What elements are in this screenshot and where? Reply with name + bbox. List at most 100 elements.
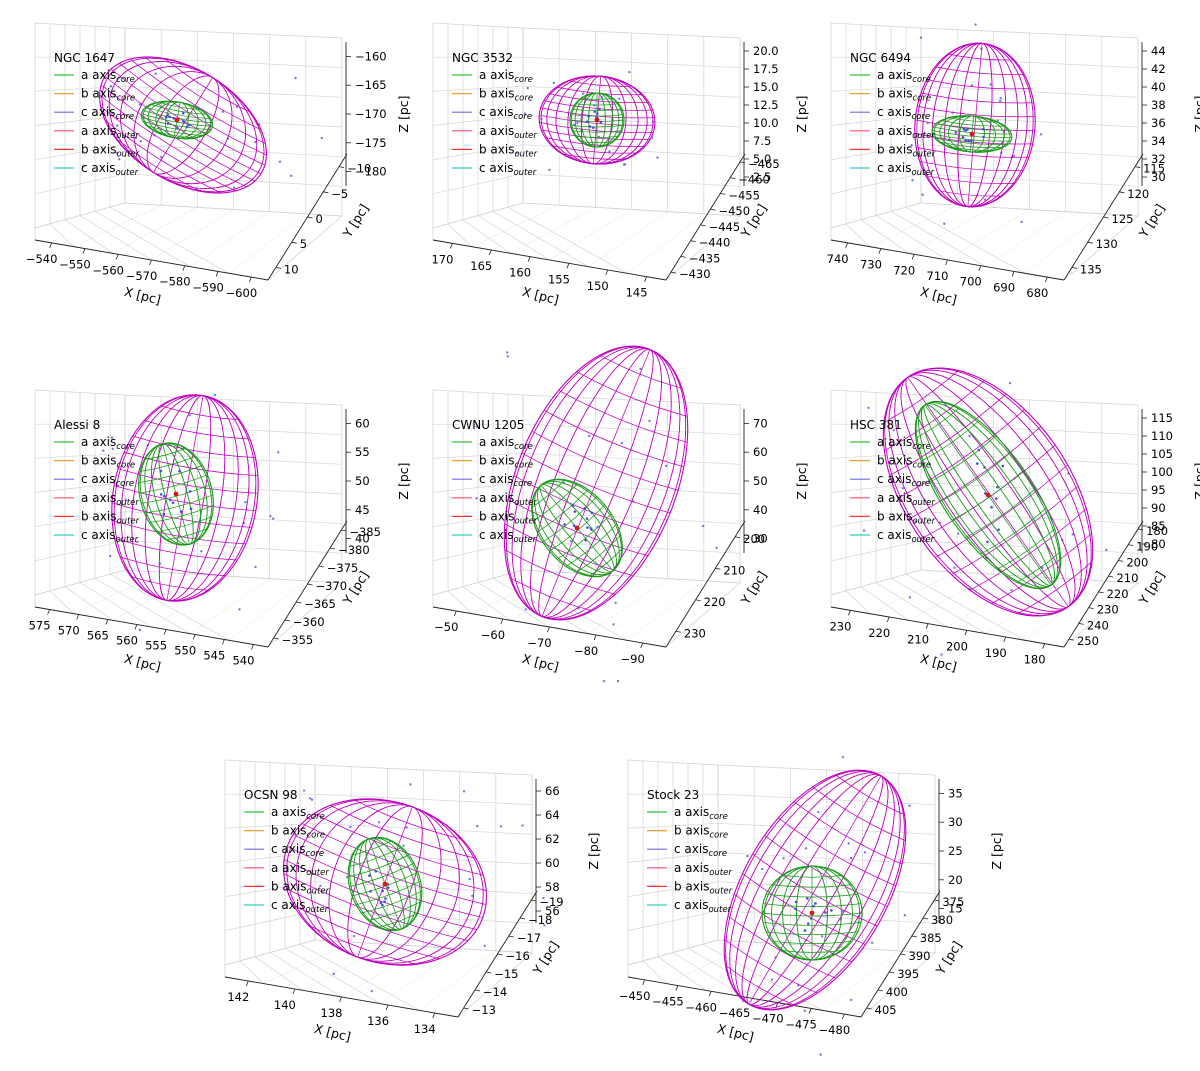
legend-entry: b axisouter [674, 879, 733, 896]
core-star-point [381, 903, 384, 907]
member-stars [746, 755, 911, 1056]
y-axis-line [665, 520, 746, 648]
core-star-point [368, 874, 371, 877]
core-star-point [188, 490, 192, 493]
star-point [136, 540, 139, 544]
core-star-point [162, 512, 166, 516]
y-tick-mark [1088, 607, 1094, 610]
y-tick-label: −13 [472, 1003, 496, 1017]
x-tick-label: −590 [192, 280, 224, 294]
x-tick-mark [886, 616, 890, 623]
y-tick-mark [508, 935, 514, 938]
x-tick-mark [163, 629, 167, 635]
star-point [506, 355, 509, 358]
x-tick-mark [566, 263, 570, 269]
core-star-point [970, 139, 973, 142]
z-axis-label: Z [pc] [586, 832, 601, 869]
y-tick-mark [730, 177, 736, 180]
x-tick-mark [642, 979, 646, 986]
z-tick-label: 12.5 [753, 98, 779, 112]
x-axis-line [34, 606, 269, 648]
core-star-point [806, 897, 809, 900]
star-point [760, 867, 764, 871]
star-point [849, 998, 853, 1002]
star-point [188, 414, 192, 417]
star-point [819, 1053, 822, 1056]
core-ellipsoid [531, 478, 623, 578]
legend-entry: c axisouter [271, 898, 329, 915]
star-point [968, 434, 971, 438]
grid [432, 23, 741, 274]
core-star-point [386, 886, 390, 889]
z-tick-label: 30 [1151, 170, 1166, 184]
x-tick-label: 575 [29, 619, 51, 633]
core-star-point [179, 510, 183, 513]
legend-title: NGC 6494 [850, 51, 911, 65]
x-tick-mark [49, 242, 53, 249]
star-point [911, 179, 914, 182]
core-star-point [181, 111, 185, 115]
z-tick-label: 32 [1151, 152, 1166, 166]
star-point [983, 198, 987, 201]
core-star-point [809, 917, 813, 920]
core-star-point [986, 540, 989, 544]
x-tick-mark [115, 254, 119, 260]
core-star-point [178, 469, 181, 473]
core-star-point [587, 115, 591, 118]
y-tick-mark [463, 1007, 469, 1010]
x-tick-mark [675, 985, 679, 991]
star-point [623, 163, 627, 166]
core-star-point [1001, 464, 1005, 468]
legend-entry: b axiscore [271, 824, 325, 841]
star-point [999, 97, 1002, 100]
x-axis-line [432, 239, 667, 281]
y-tick-mark [531, 899, 537, 902]
z-tick-label: 34 [1151, 134, 1166, 148]
y-tick-mark [670, 271, 677, 274]
legend-title: Alessi 8 [54, 418, 100, 432]
x-tick-mark [248, 276, 252, 283]
x-tick-label: 134 [414, 1022, 436, 1036]
z-axis-label: Z [pc] [1192, 462, 1200, 499]
x-tick-label: −80 [574, 644, 598, 658]
y-tick-mark [715, 567, 721, 570]
star-point [782, 857, 785, 860]
star-point [548, 168, 551, 172]
y-tick-label: −370 [316, 579, 348, 593]
star-point [620, 441, 624, 445]
subplot-6: 142 140 138 136 134 X [pc] −13 −14 −15 −16 −17 −18 −… [224, 759, 601, 1044]
x-tick-label: 138 [321, 1006, 343, 1020]
y-tick-label: 395 [897, 967, 919, 981]
y-tick-label: 210 [723, 563, 745, 577]
z-tick-label: 70 [753, 416, 768, 430]
legend-entry: c axiscore [81, 105, 134, 122]
x-tick-label: 570 [58, 624, 80, 638]
star-point [320, 136, 323, 140]
legend-entry: c axiscore [271, 842, 324, 859]
core-star-point [169, 498, 172, 502]
z-tick-label: 38 [1151, 98, 1166, 112]
legend-entry: a axisouter [674, 861, 732, 878]
subplot-1: 170 165 160 155 150 145 X [pc] −430 −435−440 −445… [431, 22, 809, 307]
star-point [970, 84, 974, 87]
star-point [319, 884, 322, 888]
star-point [896, 76, 900, 80]
star-point [847, 842, 850, 845]
core-star-point [379, 901, 383, 904]
legend-entry: a axisouter [81, 124, 139, 141]
core-star-point [598, 107, 601, 111]
x-tick-label: 230 [829, 619, 851, 633]
star-point [232, 186, 236, 189]
core-star-point [981, 127, 985, 131]
star-point [402, 844, 405, 847]
z-tick-label: 105 [1151, 447, 1173, 461]
star-point [332, 972, 336, 976]
x-tick-mark [450, 243, 453, 249]
x-tick-mark [640, 642, 644, 649]
core-star-point [595, 112, 599, 116]
star-point [269, 514, 272, 518]
y-tick-mark [934, 899, 940, 902]
core-star-point [814, 902, 817, 905]
y-tick-label: −450 [718, 204, 750, 218]
legend-entry: c axisouter [877, 528, 935, 545]
